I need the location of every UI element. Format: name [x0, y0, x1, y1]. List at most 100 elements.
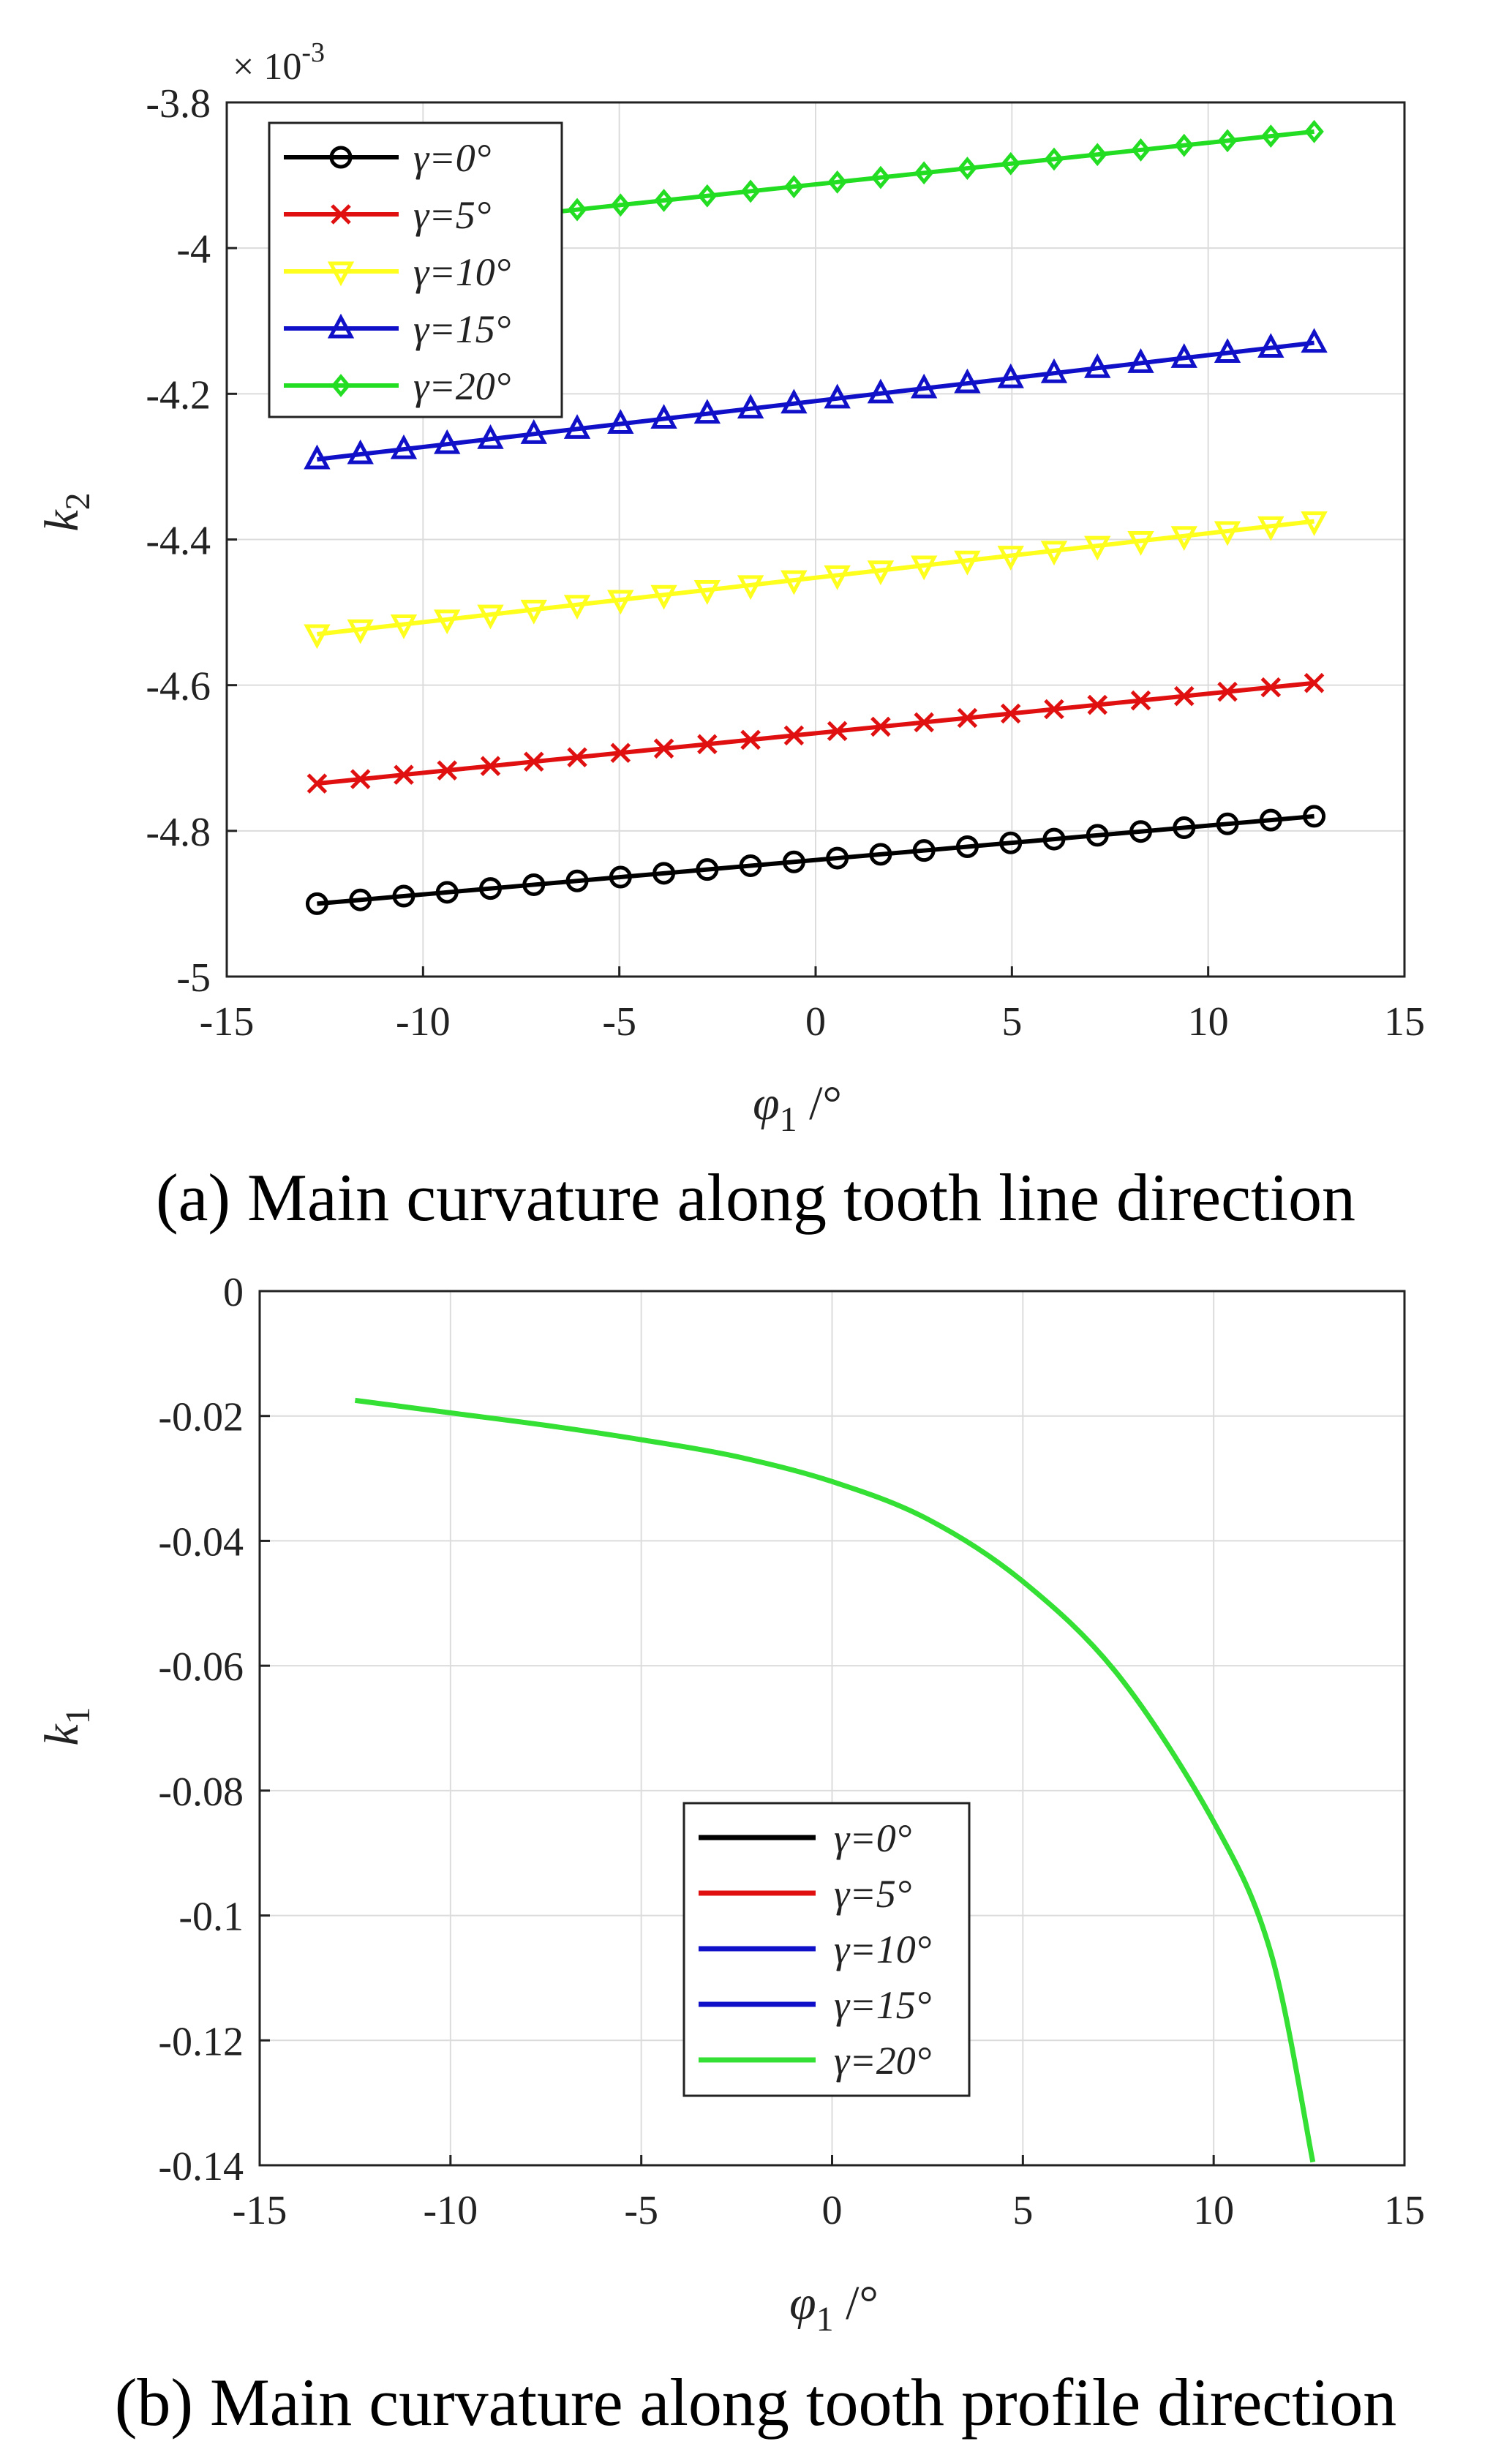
legend-b: γ=0° γ=5° γ=10° γ=15° γ=20° [682, 1802, 971, 2097]
data-point-diamond [1174, 133, 1195, 157]
y-ticks-b: -0.14 -0.12 -0.1 -0.08 -0.06 -0.04 -0.02 0 [158, 1270, 270, 2189]
series-γ=10° [304, 511, 1328, 650]
series-line [317, 813, 1314, 906]
data-point-diamond [1304, 119, 1324, 143]
data-point-diamond [697, 184, 718, 208]
series-line-γ=20° [354, 1397, 1316, 2163]
data-point-circle [305, 892, 328, 915]
y-multiplier-a: × 10-3 [233, 37, 325, 88]
data-point-x [1260, 677, 1282, 698]
data-point-diamond [1001, 151, 1020, 176]
data-point-x [1130, 690, 1151, 711]
series-γ=5° [306, 672, 1325, 794]
legend-label: γ=20° [413, 364, 511, 408]
data-point-triangle-down [1084, 535, 1111, 561]
legend-item: γ=15° [699, 1983, 931, 2027]
data-point-triangle-up [563, 414, 591, 439]
x-tick-label: 15 [1384, 999, 1425, 1045]
data-point-circle [1259, 808, 1282, 832]
data-point-diamond [1217, 129, 1238, 153]
data-point-x [1217, 681, 1238, 702]
data-point-triangle-down [1040, 541, 1068, 566]
data-point-x [394, 764, 414, 785]
data-point-triangle-up [997, 363, 1024, 388]
data-point-triangle-down [781, 570, 808, 595]
data-point-x [523, 751, 544, 772]
data-point-triangle-up [304, 444, 331, 470]
data-point-triangle-up [954, 368, 981, 394]
series-line [317, 680, 1314, 786]
y-tick-label: -0.08 [158, 1770, 244, 1815]
series-γ=0° [305, 805, 1326, 915]
data-point-circle [609, 865, 632, 889]
legend-label: γ=0° [413, 136, 491, 180]
data-point-circle [1216, 812, 1239, 835]
data-point-circle [392, 884, 415, 908]
y-axis-label-a: k2 [35, 492, 97, 531]
data-point-triangle-up [434, 429, 461, 454]
x-tick-label: 5 [1001, 999, 1022, 1045]
data-point-circle [999, 831, 1023, 854]
data-point-triangle-down [1214, 521, 1241, 546]
data-point-circle [435, 881, 459, 904]
data-point-triangle-down [650, 584, 677, 610]
data-point-triangle-down [434, 609, 461, 635]
data-point-circle [652, 862, 676, 885]
x-tick-label: 15 [1384, 2188, 1425, 2233]
data-point-x [610, 742, 631, 764]
data-point-triangle-down [1301, 511, 1328, 536]
data-point-x [957, 707, 978, 729]
data-point-x [697, 734, 718, 755]
data-point-diamond [654, 189, 674, 212]
data-point-x [1000, 703, 1021, 724]
legend-item: γ=10° [284, 250, 511, 294]
data-point-triangle-up [1301, 328, 1328, 353]
data-point-triangle-down [1170, 526, 1197, 552]
caption-b: (b) Main curvature along tooth profile d… [115, 2365, 1397, 2440]
data-point-diamond [1131, 138, 1151, 162]
x-tick-label: -15 [200, 999, 255, 1045]
x-tick-label: -5 [602, 999, 636, 1045]
legend-label: γ=5° [413, 193, 491, 237]
data-point-triangle-up [1170, 343, 1197, 368]
data-point-triangle-up [1214, 338, 1241, 363]
x-tick-label: -10 [396, 999, 451, 1045]
data-point-triangle-up [1040, 358, 1068, 383]
legend-label: γ=10° [834, 1928, 931, 1971]
data-point-circle [479, 877, 502, 900]
y-tick-label: -0.02 [158, 1395, 244, 1440]
y-tick-label: -5 [176, 955, 211, 1001]
data-point-circle [782, 850, 805, 873]
data-point-circle [912, 839, 936, 862]
data-point-triangle-down [997, 546, 1024, 571]
data-point-triangle-up [867, 378, 895, 404]
x-ticks-b: -15 -10 -5 0 5 10 15 [233, 2155, 1425, 2233]
data-point-triangle-down [607, 590, 634, 615]
data-point-x [1087, 694, 1107, 715]
data-point-triangle-down [1127, 530, 1154, 556]
data-point-triangle-up [910, 373, 938, 399]
y-ticks-a: -5 -4.8 -4.6 -4.4 -4.2 -4 -3.8 [146, 81, 237, 1001]
x-tick-label: 0 [822, 2188, 843, 2233]
y-tick-label: -0.04 [158, 1519, 244, 1565]
data-point-triangle-down [390, 614, 418, 639]
data-point-x [331, 204, 351, 225]
data-point-triangle-up [824, 383, 851, 409]
data-point-circle [696, 858, 719, 881]
data-point-circle [329, 146, 353, 169]
series-γ=15° [304, 328, 1328, 470]
data-point-triangle-down [867, 560, 895, 585]
data-point-circle [955, 835, 979, 858]
data-point-triangle-up [347, 439, 374, 465]
data-point-diamond [331, 374, 351, 397]
legend-label: γ=15° [413, 307, 511, 351]
data-point-triangle-up [1127, 348, 1154, 373]
legend-item: γ=0° [699, 1816, 911, 1860]
data-point-diamond [1087, 143, 1107, 167]
data-point-x [480, 756, 501, 776]
legend-item: γ=20° [699, 2039, 931, 2083]
data-point-diamond [567, 198, 587, 222]
data-point-diamond [784, 175, 804, 199]
y-tick-label: -4.6 [146, 664, 211, 710]
